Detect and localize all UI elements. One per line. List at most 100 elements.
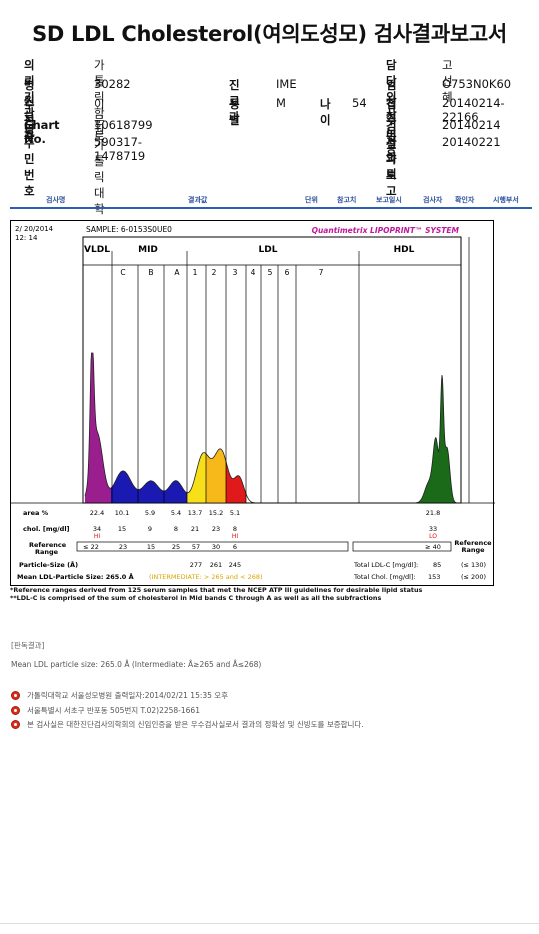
band-label-7: 7 xyxy=(319,268,324,277)
report-date-label: 결과보고 xyxy=(386,136,397,198)
receipt-value: 20140214-22166 xyxy=(442,96,505,124)
area-value: 22.4 xyxy=(90,509,104,517)
page-bottom-rule xyxy=(0,923,539,924)
ref-value: ≤ 22 xyxy=(83,543,99,551)
report-date: 2/ 20/2014 xyxy=(15,225,54,233)
tab-result-value[interactable]: 결과값 xyxy=(188,196,208,204)
footer-hospital: 가톨릭대학교 서울성모병원 출력일자:2014/02/21 15:35 오후 xyxy=(27,691,229,700)
chol-value: 8 xyxy=(233,525,237,533)
area-values: 22.4 10.1 5.9 5.4 13.7 15.2 5.1 21.8 xyxy=(90,509,440,517)
area-value: 13.7 xyxy=(188,509,202,517)
ref-value: 25 xyxy=(172,543,180,551)
area-row-label: area % xyxy=(23,509,49,517)
footer-item: 가톨릭대학교 서울성모병원 출력일자:2014/02/21 15:35 오후 xyxy=(11,690,364,705)
footer-certification: 본 검사실은 대한진단검사의학회의 신임인증을 받은 우수검사실로서 결과의 정… xyxy=(27,720,364,729)
band-label-c: C xyxy=(120,268,125,277)
ref-value: 15 xyxy=(147,543,155,551)
hosp-code-value: 30282 xyxy=(94,77,131,91)
org-label: 의뢰기관명 xyxy=(24,58,35,136)
tab-tester[interactable]: 검사자 xyxy=(423,196,443,204)
result-tab-bar: 검사명 결과값 단위 참고치 보고일시 검사자 확인자 시행부서 xyxy=(10,192,532,209)
report-date-value: 20140221 xyxy=(442,135,501,149)
total-chol-label: Total Chol. [mg/dl]: xyxy=(353,573,416,581)
trace-outline xyxy=(84,352,459,504)
ref-row-label-2: Range xyxy=(35,548,59,556)
band-label-2: 2 xyxy=(212,268,217,277)
band-b-fill xyxy=(136,480,166,503)
band-label-4: 4 xyxy=(251,268,256,277)
area-value-hdl: 21.8 xyxy=(426,509,440,517)
total-ldl-label: Total LDL-C [mg/dl]: xyxy=(353,561,418,569)
ref-value: 23 xyxy=(119,543,127,551)
doctor-value: 고선혜 xyxy=(442,58,453,104)
footer-item: 본 검사실은 대한진단검사의학회의 신임인증을 받은 우수검사실로서 결과의 정… xyxy=(11,719,364,734)
interpretation-heading: [판독결과] xyxy=(11,641,45,650)
tab-department[interactable]: 시행부서 xyxy=(493,196,519,204)
particle-row-label: Particle-Size (Å) xyxy=(19,560,78,569)
bullet-icon xyxy=(11,705,20,715)
ref-value: 30 xyxy=(212,543,220,551)
patient-value: 이문로 xyxy=(94,97,105,143)
ref-value-hdl: ≥ 40 xyxy=(425,543,441,551)
band-label-a: A xyxy=(174,268,180,277)
clinical-value: O753N0K60 xyxy=(442,77,512,91)
area-value: 5.4 xyxy=(171,509,181,517)
chol-value: 21 xyxy=(191,525,199,533)
chol-value: 9 xyxy=(148,525,152,533)
chol-values: 34 15 9 8 21 23 8 HI HI 33 LO xyxy=(93,525,437,540)
chol-value: 34 xyxy=(93,525,101,533)
note-line: **LDL-C is comprised of the sum of chole… xyxy=(10,594,382,602)
tab-unit[interactable]: 단위 xyxy=(305,196,318,204)
ref-values: ≤ 22 23 15 25 57 30 6 ≥ 40 xyxy=(83,543,441,551)
clinical-label: 임상정보 xyxy=(386,78,397,140)
ref-value: 57 xyxy=(192,543,200,551)
band-label-6: 6 xyxy=(285,268,290,277)
area-value: 5.9 xyxy=(145,509,155,517)
chart-no-label: Chart No. xyxy=(24,118,60,146)
ref-right-label-1: Reference xyxy=(454,539,492,547)
lipoprint-chart: 2/ 20/2014 12: 14 SAMPLE: 6-0153S0UE0 Qu… xyxy=(11,225,495,581)
group-vldl: VLDL xyxy=(84,245,110,255)
tab-confirmer[interactable]: 확인자 xyxy=(455,196,475,204)
id-label: 주민번호 xyxy=(24,136,35,198)
total-ldl-ref: (≤ 130) xyxy=(461,561,486,569)
footer-item: 서울특별시 서초구 반포동 505번지 T.02)2258-1661 xyxy=(11,705,364,720)
band-label-b: B xyxy=(148,268,153,277)
group-hdl: HDL xyxy=(394,245,415,255)
footer-address: 서울특별시 서초구 반포동 505번지 T.02)2258-1661 xyxy=(27,705,200,715)
reference-notes: *Reference ranges derived from 125 serum… xyxy=(10,586,422,602)
receipt-label: 접수번호 xyxy=(386,97,397,159)
age-value: 54 xyxy=(352,96,367,110)
mean-particle-label: Mean LDL-Particle Size: 265.0 Å xyxy=(17,572,134,581)
hdl-band-fill xyxy=(416,375,457,503)
area-value: 10.1 xyxy=(115,509,129,517)
ref-range-box xyxy=(76,541,349,552)
tab-reference[interactable]: 참고치 xyxy=(337,196,357,204)
total-chol-value: 153 xyxy=(428,573,440,581)
doctor-label: 담당의사 xyxy=(386,58,397,120)
tab-report-time[interactable]: 보고일시 xyxy=(376,196,402,204)
band-label-3: 3 xyxy=(233,268,238,277)
dept-value: IME xyxy=(276,77,297,91)
band-label-5: 5 xyxy=(268,268,273,277)
vldl-band-fill xyxy=(85,353,111,503)
chol-value: 15 xyxy=(118,525,126,533)
group-mid: MID xyxy=(138,245,158,255)
chol-value-hdl: 33 xyxy=(429,525,437,533)
band-2-fill xyxy=(206,448,226,503)
sample-id: SAMPLE: 6-0153S0UE0 xyxy=(86,225,172,234)
chol-flag: HI xyxy=(232,533,239,540)
group-ldl: LDL xyxy=(259,245,278,255)
sex-label: 성별 xyxy=(229,97,240,127)
tab-test-name[interactable]: 검사명 xyxy=(46,196,66,204)
band-3-fill xyxy=(226,461,246,503)
chol-flag-hdl: LO xyxy=(429,533,437,540)
chol-row-label: chol. [mg/dl] xyxy=(23,525,70,533)
chol-value: 8 xyxy=(174,525,178,533)
patient-label: 수진자 xyxy=(24,97,35,143)
dept-label: 진료과 xyxy=(229,78,240,124)
bullet-icon xyxy=(11,720,20,729)
report-title: SD LDL Cholesterol(여의도성모) 검사결과보고서 xyxy=(32,22,507,46)
particle-value: 261 xyxy=(210,561,222,569)
electrophoresis-trace xyxy=(84,237,470,504)
